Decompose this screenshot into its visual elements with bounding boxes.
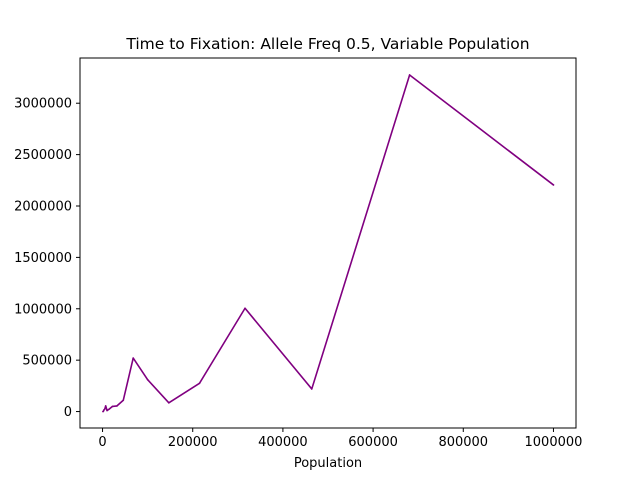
y-tick-label: 500000 <box>22 354 72 369</box>
data-point <box>310 388 313 390</box>
data-point <box>552 184 555 186</box>
data-point <box>104 405 107 407</box>
y-tick-label: 1500000 <box>14 251 72 266</box>
data-point <box>408 74 411 76</box>
x-tick-label: 400000 <box>258 435 308 450</box>
x-tick-label: 600000 <box>348 435 398 450</box>
data-point <box>198 382 201 385</box>
y-tick-label: 2000000 <box>14 200 72 215</box>
x-tick-label: 800000 <box>438 435 488 450</box>
chart-title: Time to Fixation: Allele Freq 0.5, Varia… <box>125 35 529 53</box>
y-tick-label: 2500000 <box>14 148 72 163</box>
x-axis: 0 200000 400000 600000 800000 1000000 <box>98 428 582 450</box>
series-layer <box>102 74 555 413</box>
y-tick-label: 0 <box>64 405 72 420</box>
y-tick-label: 3000000 <box>14 97 72 112</box>
data-point <box>132 357 135 359</box>
data-point <box>104 408 106 410</box>
y-tick-label: 1000000 <box>14 302 72 317</box>
y-axis: 0 500000 1000000 1500000 2000000 2500000 30000… <box>14 97 80 420</box>
data-point <box>168 402 170 404</box>
x-tick-label: 200000 <box>168 435 218 450</box>
plot-area: 0 200000 400000 600000 800000 1000000 0 500000… <box>14 57 582 450</box>
data-point <box>122 399 125 402</box>
data-point <box>108 408 111 410</box>
x-axis-title: Population <box>294 456 362 471</box>
data-point <box>106 409 108 412</box>
data-point <box>244 307 246 310</box>
plot-frame <box>79 57 577 429</box>
x-tick-label: 1000000 <box>525 435 583 450</box>
data-point <box>116 405 118 407</box>
data-point <box>111 405 114 408</box>
data-point <box>146 378 149 381</box>
x-tick-label: 0 <box>98 435 106 450</box>
